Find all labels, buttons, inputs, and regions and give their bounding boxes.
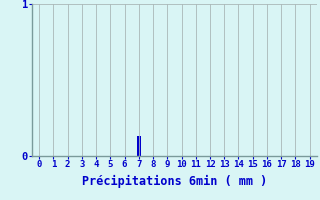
X-axis label: Précipitations 6min ( mm ): Précipitations 6min ( mm ) bbox=[82, 175, 267, 188]
Bar bbox=[137, 136, 140, 156]
